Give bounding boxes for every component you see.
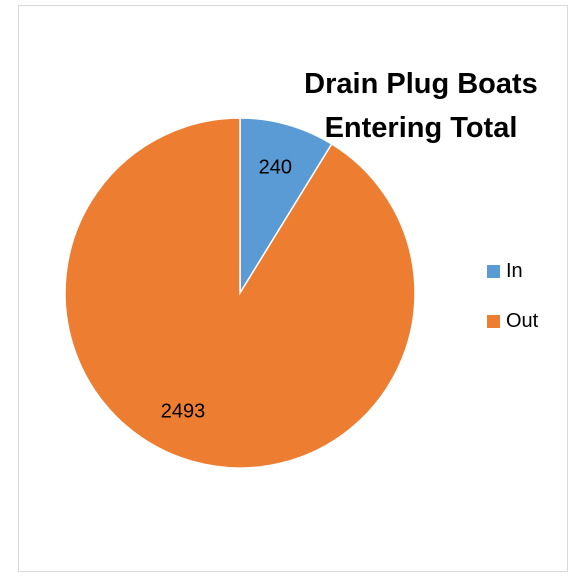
pie-slices (64, 117, 416, 469)
data-label-out: 2493 (161, 400, 206, 422)
pie-slice-in (239, 117, 333, 296)
legend-item-in: In (487, 258, 538, 284)
legend-label-out: Out (506, 309, 539, 332)
legend-item-out: Out (487, 308, 538, 334)
legend-swatch-out (487, 314, 500, 328)
data-label-in: 240 (259, 157, 292, 179)
chart-title: Drain Plug Boats Entering Total (304, 68, 538, 144)
legend-swatch-in (487, 264, 500, 278)
legend: In Out (487, 258, 538, 358)
legend-label-in: In (506, 259, 523, 282)
pie-data-labels: 240 2493 (161, 157, 292, 423)
pie-slice-out (64, 117, 416, 469)
